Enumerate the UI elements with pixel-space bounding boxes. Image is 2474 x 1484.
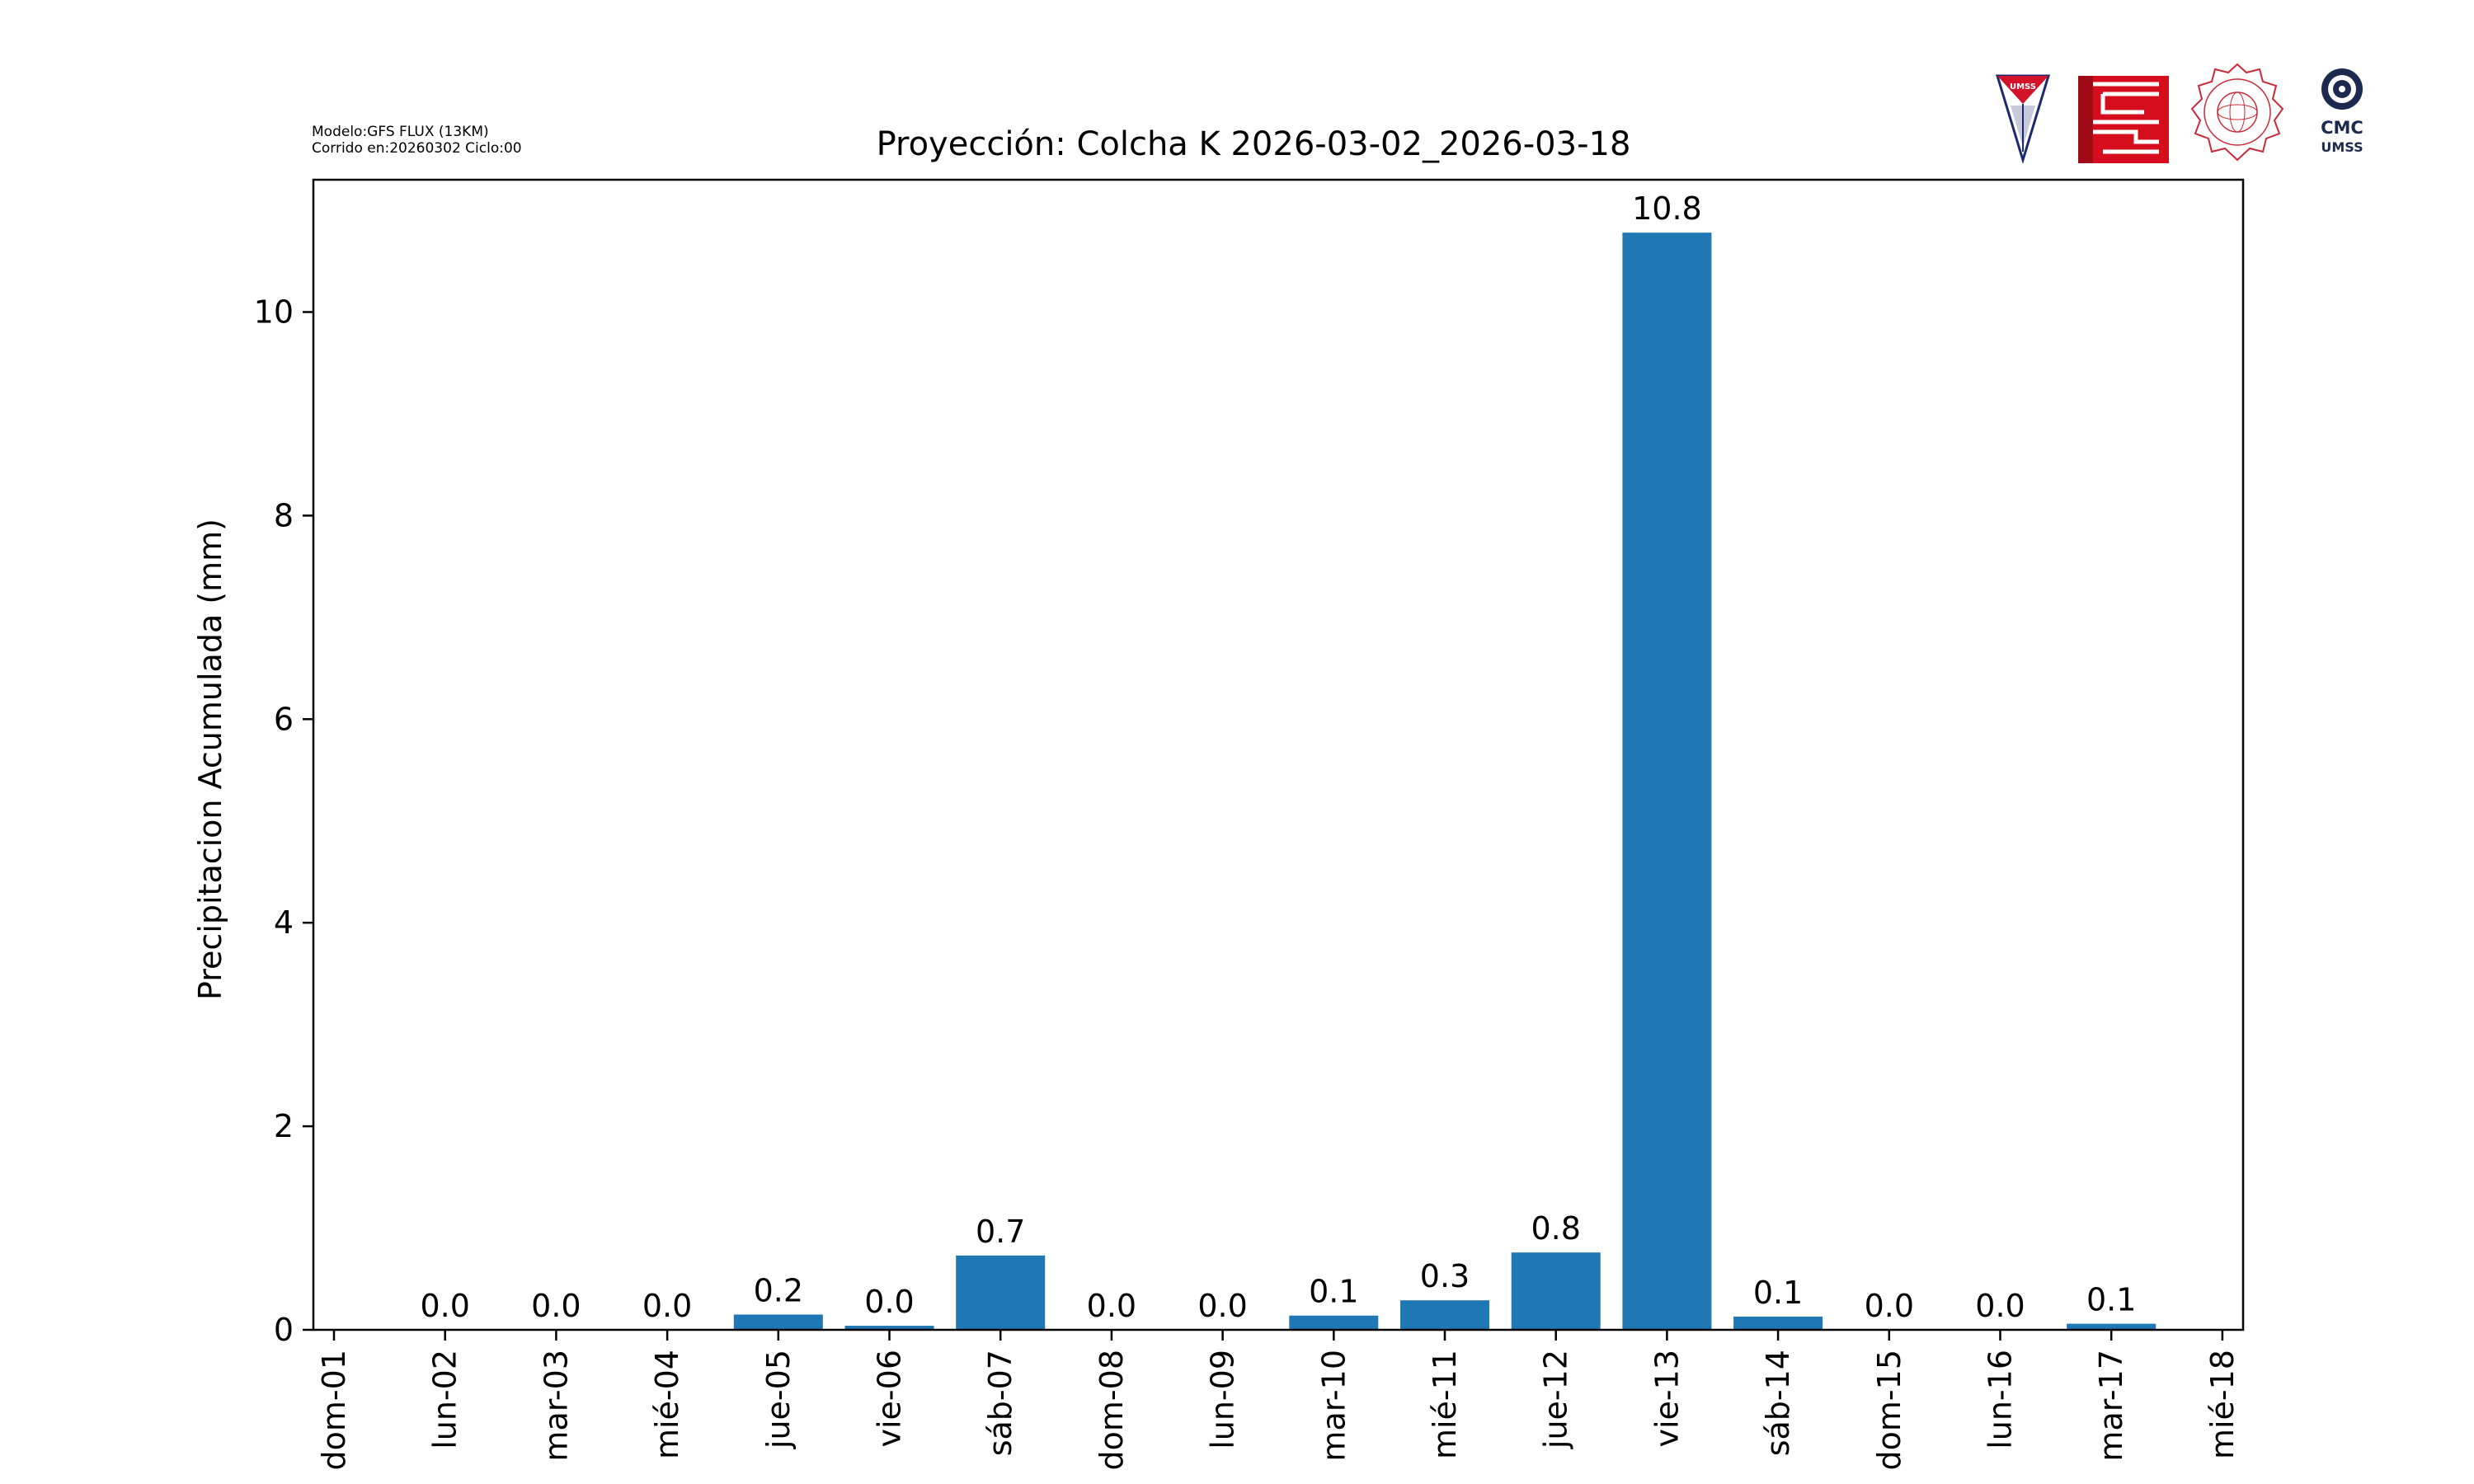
y-tick-label: 2	[274, 1108, 294, 1144]
data-label-mar-10: 0.1	[1309, 1274, 1358, 1310]
x-tick-label: lun-16	[1982, 1350, 2019, 1449]
bar-jue-12	[1511, 1252, 1601, 1330]
x-tick-label: dom-01	[316, 1350, 352, 1470]
x-tick-label: vie-13	[1649, 1350, 1685, 1448]
data-label-sáb-07: 0.7	[976, 1214, 1025, 1250]
bar-sáb-07	[956, 1255, 1046, 1330]
bar-mié-11	[1400, 1300, 1489, 1330]
cmc-logo-text: CMC	[2321, 118, 2363, 138]
y-tick-label: 6	[274, 701, 294, 737]
x-axis: dom-01 lun-02 mar-03 mié-04 jue-05 vie-06 sáb-…	[316, 1330, 2241, 1470]
x-tick-label: sáb-07	[982, 1350, 1018, 1456]
umss-logo: UMSS	[1995, 74, 2051, 163]
x-tick-label: mié-11	[1427, 1350, 1463, 1459]
data-label-lun-09: 0.0	[1197, 1288, 1247, 1324]
data-label-lun-02: 0.0	[420, 1288, 469, 1324]
model-info: Modelo:GFS FLUX (13KM) Corrido en:202603…	[312, 124, 522, 157]
x-tick-label: mar-10	[1315, 1350, 1352, 1462]
bar-vie-13	[1622, 232, 1712, 1330]
x-tick-label: mar-17	[2093, 1350, 2129, 1462]
bar-mar-17	[2067, 1323, 2157, 1330]
x-tick-label: mié-04	[649, 1350, 685, 1459]
model-line: Modelo:GFS FLUX (13KM)	[312, 124, 489, 140]
bar-mar-10	[1289, 1315, 1379, 1330]
bar-jue-05	[733, 1314, 823, 1330]
data-label-vie-06: 0.0	[864, 1284, 914, 1320]
x-tick-label: mié-18	[2204, 1350, 2241, 1459]
x-tick-label: mar-03	[538, 1350, 574, 1462]
x-tick-label: vie-06	[872, 1350, 908, 1448]
y-tick-label: 10	[254, 294, 294, 330]
x-tick-label: lun-02	[427, 1350, 463, 1449]
y-tick-label: 4	[274, 904, 294, 941]
x-tick-label: sáb-14	[1760, 1350, 1796, 1456]
bar-sáb-14	[1733, 1316, 1823, 1330]
fcyt-logo	[2078, 76, 2169, 163]
data-label-vie-13: 10.8	[1632, 190, 1702, 227]
cmc-logo-subtext: UMSS	[2321, 139, 2363, 155]
data-label-lun-16: 0.0	[1975, 1288, 2025, 1324]
data-label-mar-03: 0.0	[531, 1288, 581, 1324]
physics-dept-seal	[2190, 63, 2284, 162]
x-tick-label: dom-15	[1871, 1350, 1907, 1470]
data-label-dom-15: 0.0	[1865, 1288, 1914, 1324]
data-label-jue-12: 0.8	[1531, 1210, 1580, 1247]
x-tick-label: lun-09	[1205, 1350, 1241, 1449]
umss-logo-text: UMSS	[2010, 82, 2036, 92]
x-tick-label: jue-12	[1538, 1350, 1574, 1449]
y-tick-label: 0	[274, 1312, 294, 1348]
y-axis-label: Precipitacion Acumulada (mm)	[192, 519, 228, 1000]
x-tick-label: dom-08	[1094, 1350, 1130, 1470]
bars-layer	[733, 232, 2157, 1330]
data-label-jue-05: 0.2	[754, 1272, 803, 1308]
chart-title: Proyección: Colcha K 2026-03-02_2026-03-…	[877, 125, 1631, 163]
run-line: Corrido en:20260302 Ciclo:00	[312, 140, 522, 157]
data-labels-layer: 0.0 0.0 0.0 0.2 0.0 0.7 0.0 0.0 0.1 0.3 0.8 10.8 0.1…	[420, 190, 2136, 1324]
plot-frame	[312, 178, 2245, 1331]
data-label-dom-08: 0.0	[1087, 1288, 1136, 1324]
bar-vie-06	[844, 1326, 934, 1330]
x-tick-label: jue-05	[760, 1350, 797, 1449]
y-axis: 0 2 4 6 8 10	[254, 294, 313, 1348]
data-label-mar-17: 0.1	[2086, 1282, 2136, 1318]
cmc-umss-logo: CMC UMSS	[2321, 68, 2363, 155]
data-label-mié-04: 0.0	[642, 1288, 692, 1324]
y-tick-label: 8	[274, 497, 294, 533]
data-label-sáb-14: 0.1	[1753, 1275, 1803, 1311]
data-label-mié-11: 0.3	[1420, 1258, 1470, 1294]
